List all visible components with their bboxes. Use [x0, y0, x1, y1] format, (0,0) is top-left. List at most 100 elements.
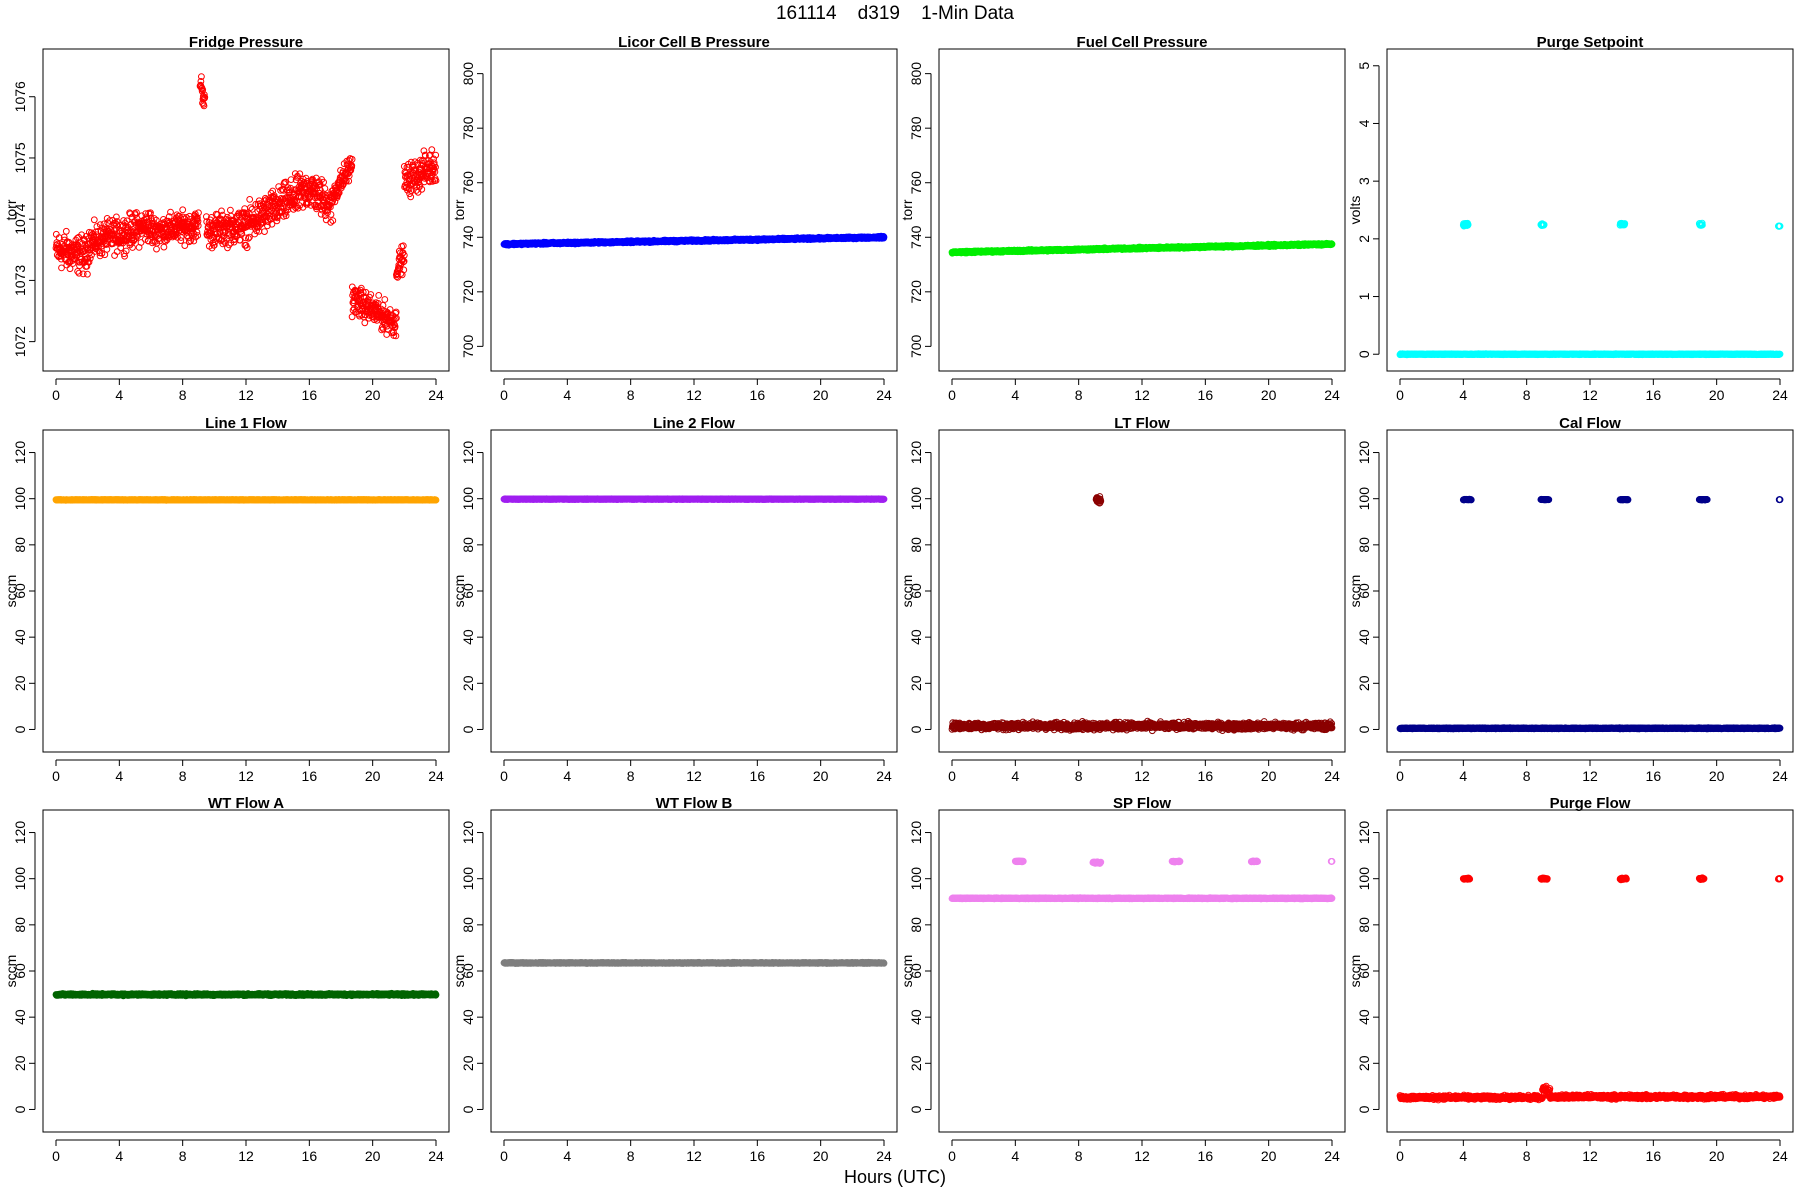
data-point	[367, 291, 375, 298]
x-tick-label: 12	[686, 387, 702, 403]
data-point	[194, 222, 202, 230]
data-point	[201, 93, 209, 101]
x-tick-label: 8	[627, 387, 635, 403]
x-tick-label: 16	[302, 387, 318, 403]
data-point	[327, 211, 335, 218]
x-tick-label: 0	[948, 387, 956, 403]
data-point	[200, 102, 208, 110]
y-tick-label: 2	[1356, 235, 1372, 243]
y-tick-label: 740	[908, 225, 924, 249]
x-tick-label: 12	[238, 387, 254, 403]
data-point	[225, 241, 233, 249]
data-point	[197, 78, 205, 85]
data-point	[71, 255, 78, 263]
y-axis-label: volts	[1347, 196, 1363, 225]
panel-title: Licor Cell B Pressure	[618, 34, 770, 51]
data-point	[57, 255, 65, 263]
data-point	[320, 178, 328, 186]
data-point	[247, 204, 254, 212]
x-tick-label: 8	[1523, 387, 1531, 403]
y-tick-label: 780	[908, 116, 924, 140]
data-point	[261, 228, 268, 236]
data-points	[52, 73, 440, 340]
y-tick-label: 780	[460, 116, 476, 140]
data-point	[358, 311, 366, 319]
x-tick-label: 16	[1198, 387, 1214, 403]
data-point	[200, 91, 208, 98]
panel-frame	[42, 48, 450, 372]
y-tick-label: 1	[1356, 292, 1372, 300]
data-point	[195, 209, 202, 217]
y-tick-label: 700	[908, 334, 924, 358]
data-point	[294, 172, 301, 180]
x-tick-label: 4	[563, 387, 571, 403]
y-tick-label: 760	[908, 171, 924, 195]
y-tick-label: 3	[1356, 177, 1372, 185]
y-axis-label: torr	[451, 199, 467, 220]
data-point	[242, 234, 250, 242]
y-tick-label: 1075	[12, 142, 28, 173]
y-tick-label: 800	[908, 62, 924, 86]
panel-title: Fuel Cell Pressure	[1077, 34, 1208, 51]
x-tick-label: 0	[1396, 387, 1404, 403]
data-point	[307, 202, 315, 209]
y-tick-label: 1072	[12, 326, 28, 357]
data-points	[948, 239, 1336, 257]
data-point	[192, 233, 200, 241]
x-tick-label: 8	[179, 387, 187, 403]
data-point	[199, 86, 207, 94]
y-tick-label: 700	[460, 334, 476, 358]
data-point	[218, 207, 225, 215]
panel-title: Purge Setpoint	[1537, 34, 1644, 51]
data-point	[187, 237, 195, 245]
data-point	[210, 241, 218, 249]
data-point	[129, 244, 136, 251]
data-point	[327, 203, 334, 211]
data-point	[359, 288, 367, 296]
data-point	[345, 177, 353, 185]
data-point	[153, 245, 160, 253]
data-point	[321, 185, 329, 192]
data-points	[1396, 219, 1784, 359]
data-point	[361, 319, 369, 327]
data-point	[188, 227, 196, 235]
data-point	[62, 227, 70, 235]
data-point	[66, 265, 74, 273]
data-point	[113, 213, 120, 221]
data-point	[86, 255, 94, 262]
y-axis-label: torr	[899, 199, 915, 220]
panel-title: Fridge Pressure	[189, 34, 303, 51]
panel-frame	[1386, 48, 1794, 372]
data-point	[103, 245, 111, 253]
data-point	[84, 270, 91, 278]
data-point	[268, 220, 276, 228]
data-point	[133, 231, 141, 239]
figure-title: 161114 d319 1-Min Data	[776, 3, 1014, 24]
y-axis-label: torr	[3, 199, 19, 220]
x-tick-label: 16	[750, 387, 766, 403]
data-point	[302, 174, 310, 182]
data-point	[428, 146, 436, 154]
x-tick-label: 20	[813, 387, 829, 403]
data-point	[309, 175, 316, 183]
data-point	[198, 73, 205, 80]
data-point	[160, 243, 168, 251]
data-point	[331, 198, 339, 206]
data-point	[273, 217, 281, 225]
data-point	[348, 162, 356, 170]
x-tick-label: 20	[365, 387, 381, 403]
data-point	[123, 217, 131, 225]
data-point	[190, 237, 198, 245]
data-point	[99, 224, 106, 232]
y-tick-label: 740	[460, 225, 476, 249]
data-point	[183, 214, 190, 221]
data-point	[300, 178, 308, 186]
data-point	[185, 238, 193, 246]
y-tick-label: 720	[908, 280, 924, 304]
y-tick-label: 4	[1356, 119, 1372, 127]
data-point	[327, 218, 335, 226]
data-point	[74, 234, 81, 242]
data-point	[55, 234, 63, 242]
data-point	[150, 215, 158, 222]
